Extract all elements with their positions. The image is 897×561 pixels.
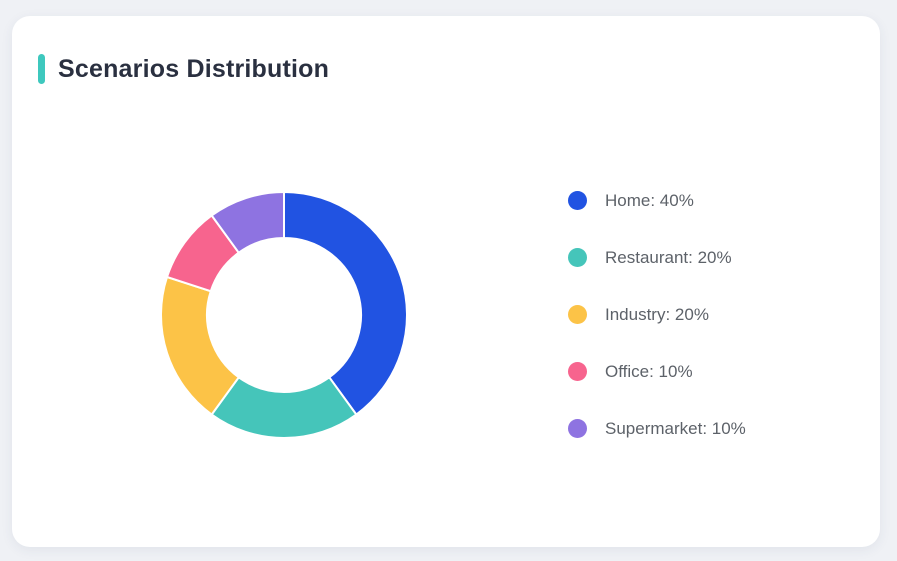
legend-label: Industry: 20%	[605, 305, 709, 324]
legend-item-industry[interactable]: Industry: 20%	[568, 305, 746, 324]
legend-item-office[interactable]: Office: 10%	[568, 362, 746, 381]
legend-label: Supermarket: 10%	[605, 419, 746, 438]
legend-label: Restaurant: 20%	[605, 248, 732, 267]
card-header: Scenarios Distribution	[38, 54, 329, 84]
legend-dot-icon	[568, 191, 587, 210]
donut-slice-home[interactable]	[283, 190, 408, 416]
legend-dot-icon	[568, 305, 587, 324]
donut-slice-industry[interactable]	[160, 275, 241, 416]
title-accent-bar	[38, 54, 45, 84]
chart-legend: Home: 40% Restaurant: 20% Industry: 20% Off…	[568, 191, 746, 438]
legend-item-restaurant[interactable]: Restaurant: 20%	[568, 248, 746, 267]
card-title: Scenarios Distribution	[58, 55, 330, 83]
legend-item-home[interactable]: Home: 40%	[568, 191, 746, 210]
donut-chart-svg	[160, 190, 408, 439]
donut-slice-restaurant[interactable]	[210, 375, 358, 439]
legend-dot-icon	[568, 248, 587, 267]
legend-label: Office: 10%	[605, 362, 693, 381]
scenarios-distribution-card: Scenarios Distribution Home: 40% Restaura…	[12, 16, 880, 547]
donut-chart	[154, 185, 414, 445]
donut-slice-supermarket[interactable]	[210, 190, 285, 255]
legend-label: Home: 40%	[605, 191, 694, 210]
legend-item-supermarket[interactable]: Supermarket: 10%	[568, 419, 746, 438]
legend-dot-icon	[568, 419, 587, 438]
legend-dot-icon	[568, 362, 587, 381]
